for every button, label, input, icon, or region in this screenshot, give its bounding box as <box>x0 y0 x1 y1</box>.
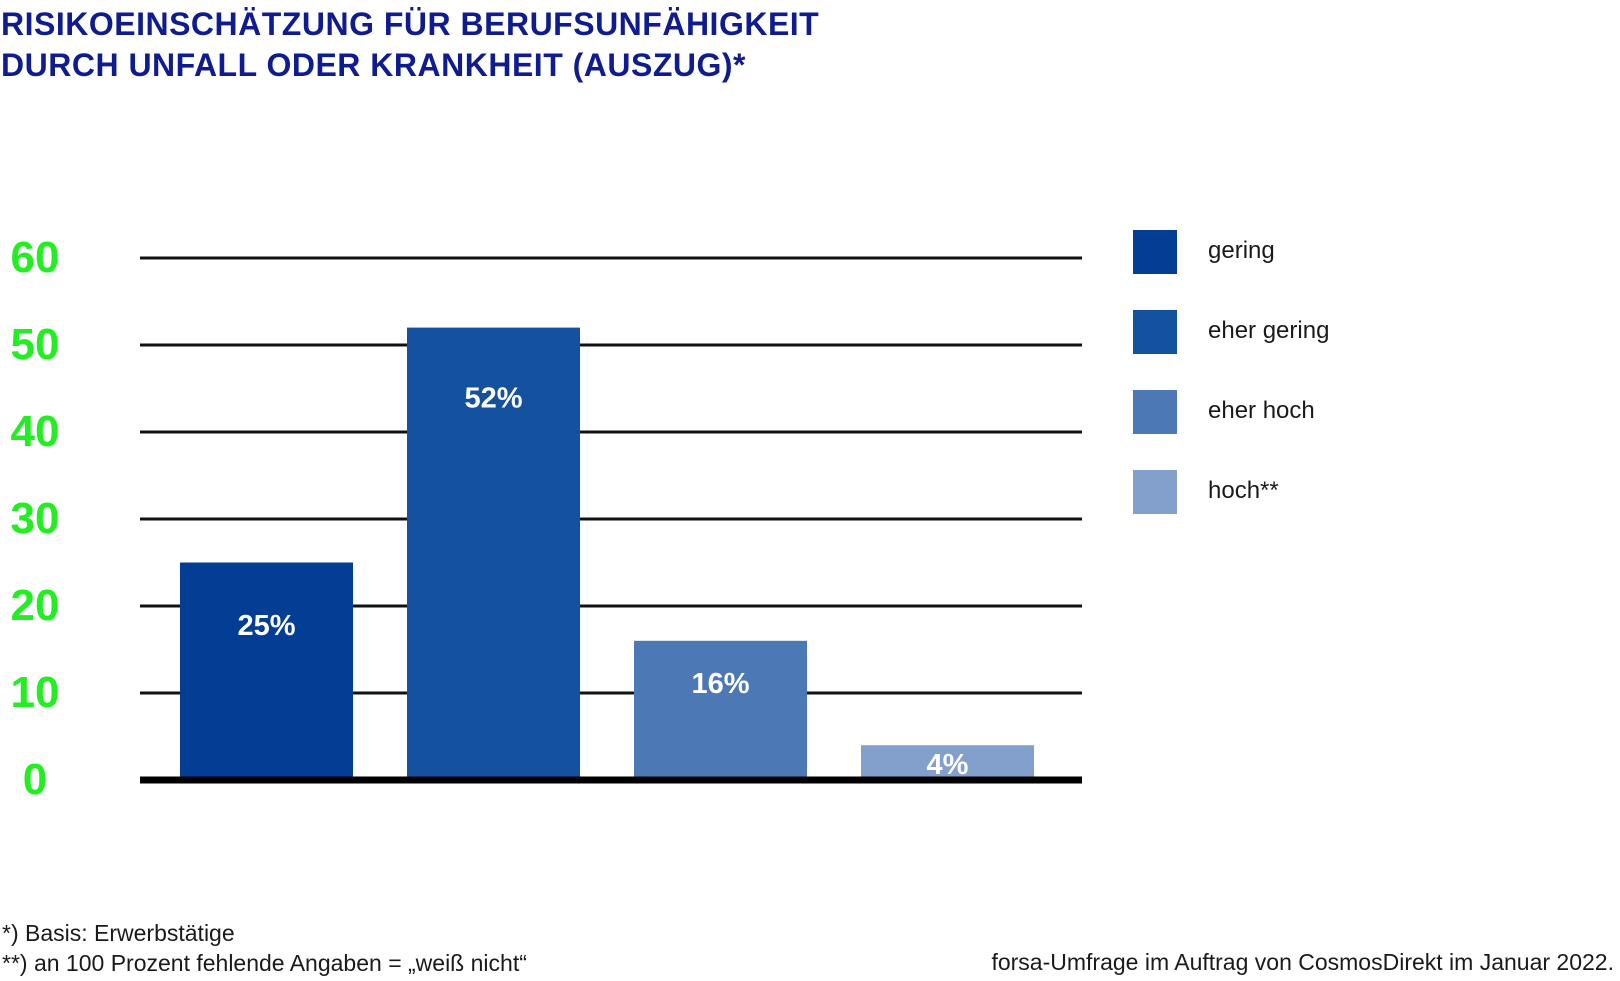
bar-data-label-2: 52% <box>464 383 522 415</box>
bar-data-label-1: 25% <box>237 610 295 642</box>
bar-4 <box>861 745 1034 780</box>
y-tick-label-40: 40 <box>11 407 60 456</box>
legend-label-3: eher hoch <box>1208 397 1315 424</box>
bar-2 <box>407 327 580 780</box>
bar-1 <box>180 562 353 780</box>
bar-data-label-4: 4% <box>927 749 969 781</box>
y-tick-label-30: 30 <box>11 494 60 543</box>
bar-3 <box>634 640 807 780</box>
chart-title-line-1: RISIKOEINSCHÄTZUNG FÜR BERUFSUNFÄHIGKEIT <box>1 6 820 42</box>
bar-data-label-3: 16% <box>691 668 749 700</box>
legend-swatch-1 <box>1133 230 1177 274</box>
y-tick-label-60: 60 <box>11 233 60 282</box>
legend-swatch-2 <box>1133 310 1177 354</box>
source-note: forsa-Umfrage im Auftrag von CosmosDirek… <box>991 949 1614 975</box>
chart-title: RISIKOEINSCHÄTZUNG FÜR BERUFSUNFÄHIGKEIT… <box>1 4 819 86</box>
footnote-basis: *) Basis: Erwerbstätige <box>2 920 235 946</box>
y-tick-label-50: 50 <box>11 320 60 369</box>
y-tick-label-20: 20 <box>11 581 60 630</box>
legend-swatch-4 <box>1133 470 1177 514</box>
legend-label-2: eher gering <box>1208 317 1329 344</box>
chart-title-line-2: DURCH UNFALL ODER KRANKHEIT (AUSZUG)* <box>1 47 746 83</box>
legend-swatch-3 <box>1133 390 1177 434</box>
y-tick-label-0: 0 <box>23 755 47 804</box>
legend-label-1: gering <box>1208 237 1275 264</box>
footnote-missing: **) an 100 Prozent fehlende Angaben = „w… <box>2 950 527 976</box>
legend-label-4: hoch** <box>1208 477 1279 504</box>
y-tick-label-10: 10 <box>11 668 60 717</box>
